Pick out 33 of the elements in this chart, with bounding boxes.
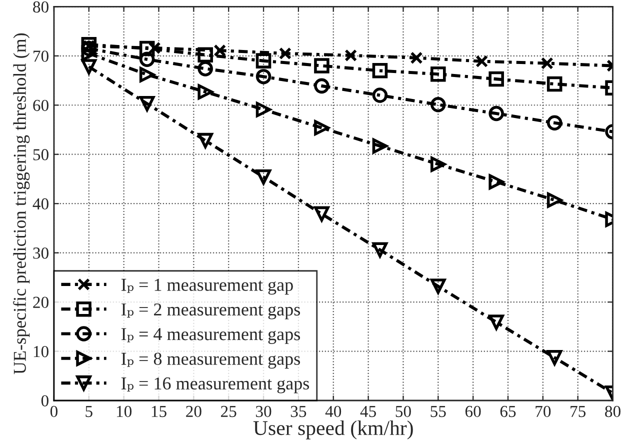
x-tick-label: 80: [605, 406, 620, 418]
legend-label: Iₚ = 4 measurement gaps: [121, 328, 300, 344]
x-tick-label: 40: [325, 406, 342, 418]
x-tick-label: 20: [186, 406, 202, 418]
legend-label: Iₚ = 1 measurement gap: [121, 278, 293, 295]
x-tick-label: 0: [50, 406, 58, 418]
x-tick-label: 55: [430, 406, 446, 418]
y-tick-label: 70: [34, 50, 48, 62]
legend-label: Iₚ = 8 measurement gaps: [121, 352, 300, 369]
y-tick-label: 10: [34, 346, 48, 358]
y-tick-label: 80: [33, 1, 48, 13]
x-tick-label: 10: [116, 406, 132, 418]
y-axis-title: UE-specific prediction triggering threshold (m): [13, 33, 30, 374]
x-tick-label: 30: [256, 406, 272, 418]
legend-label: Iₚ = 2 measurement gaps: [121, 303, 300, 320]
y-tick-label: 30: [33, 248, 48, 259]
y-tick-label: 20: [33, 296, 48, 308]
x-tick-label: 60: [465, 406, 481, 418]
y-tick-label: 50: [33, 149, 48, 160]
x-tick-label: 45: [360, 406, 376, 418]
y-tick-label: 40: [32, 198, 48, 210]
legend-label: Iₚ = 16 measurement gaps: [121, 377, 310, 394]
x-tick-label: 75: [570, 406, 586, 418]
x-tick-label: 65: [500, 406, 516, 418]
y-tick-label: 60: [33, 100, 48, 112]
x-tick-label: 5: [86, 406, 92, 418]
x-tick-label: 25: [221, 406, 236, 418]
x-axis-title: User speed (km/hr): [253, 420, 413, 440]
y-tick-label: 0: [41, 395, 48, 406]
x-tick-label: 15: [152, 406, 166, 418]
x-tick-label: 35: [290, 406, 306, 418]
x-tick-label: 70: [536, 406, 551, 418]
x-tick-label: 50: [396, 406, 411, 418]
